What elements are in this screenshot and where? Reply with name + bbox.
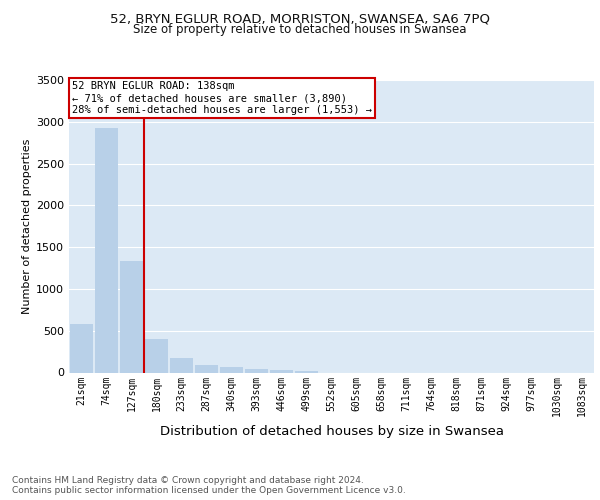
Bar [195,364,218,372]
Bar [295,371,318,372]
Bar [70,324,93,372]
Text: 52 BRYN EGLUR ROAD: 138sqm
← 71% of detached houses are smaller (3,890)
28% of s: 52 BRYN EGLUR ROAD: 138sqm ← 71% of deta… [71,82,371,114]
Bar [220,368,243,372]
Bar [145,339,168,372]
Text: 52, BRYN EGLUR ROAD, MORRISTON, SWANSEA, SA6 7PQ: 52, BRYN EGLUR ROAD, MORRISTON, SWANSEA,… [110,12,490,26]
Text: Size of property relative to detached houses in Swansea: Size of property relative to detached ho… [133,22,467,36]
X-axis label: Distribution of detached houses by size in Swansea: Distribution of detached houses by size … [160,424,503,438]
Bar [95,128,118,372]
Bar [120,260,143,372]
Text: Contains public sector information licensed under the Open Government Licence v3: Contains public sector information licen… [12,486,406,495]
Y-axis label: Number of detached properties: Number of detached properties [22,138,32,314]
Bar [245,369,268,372]
Bar [170,358,193,372]
Bar [270,370,293,372]
Text: Contains HM Land Registry data © Crown copyright and database right 2024.: Contains HM Land Registry data © Crown c… [12,476,364,485]
